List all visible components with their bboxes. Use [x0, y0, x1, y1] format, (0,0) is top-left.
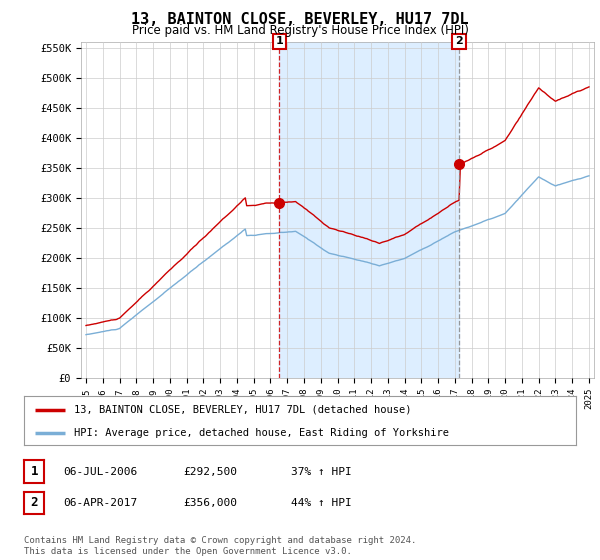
Text: Contains HM Land Registry data © Crown copyright and database right 2024.
This d: Contains HM Land Registry data © Crown c…	[24, 536, 416, 556]
Text: £356,000: £356,000	[183, 498, 237, 508]
Text: Price paid vs. HM Land Registry's House Price Index (HPI): Price paid vs. HM Land Registry's House …	[131, 24, 469, 37]
Text: 06-JUL-2006: 06-JUL-2006	[63, 466, 137, 477]
Text: 2: 2	[455, 36, 463, 46]
Bar	[280, 42, 459, 378]
Text: 37% ↑ HPI: 37% ↑ HPI	[291, 466, 352, 477]
Text: 1: 1	[31, 465, 38, 478]
Text: 13, BAINTON CLOSE, BEVERLEY, HU17 7DL (detached house): 13, BAINTON CLOSE, BEVERLEY, HU17 7DL (d…	[74, 405, 411, 415]
Text: 13, BAINTON CLOSE, BEVERLEY, HU17 7DL: 13, BAINTON CLOSE, BEVERLEY, HU17 7DL	[131, 12, 469, 27]
Text: 06-APR-2017: 06-APR-2017	[63, 498, 137, 508]
Text: 1: 1	[275, 36, 283, 46]
Text: HPI: Average price, detached house, East Riding of Yorkshire: HPI: Average price, detached house, East…	[74, 428, 449, 438]
Text: £292,500: £292,500	[183, 466, 237, 477]
Text: 2: 2	[31, 496, 38, 510]
Text: 44% ↑ HPI: 44% ↑ HPI	[291, 498, 352, 508]
